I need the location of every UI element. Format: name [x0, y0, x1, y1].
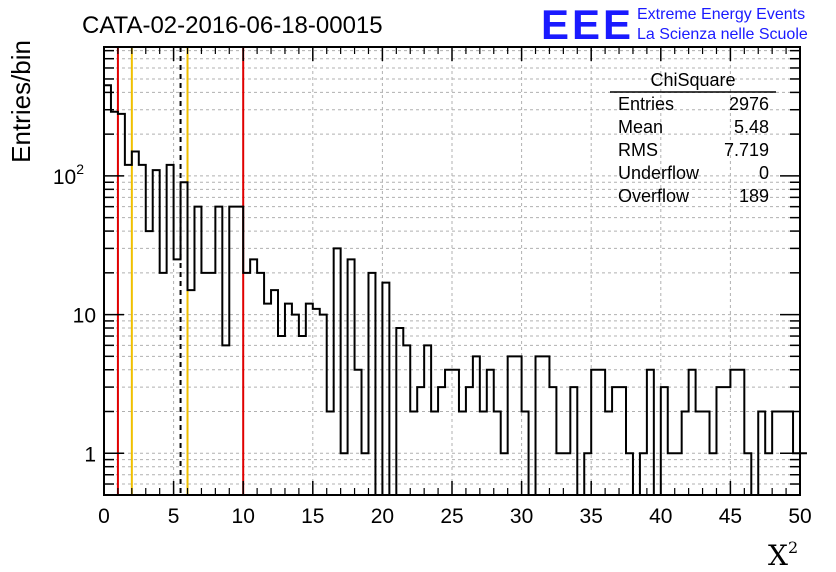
run-title: CATA-02-2016-06-18-00015	[82, 12, 383, 39]
logo-line1: Extreme Energy Events	[637, 6, 805, 23]
x-tick-label: 20	[371, 505, 394, 528]
histogram-series	[104, 84, 807, 496]
stats-row-label: Underflow	[618, 163, 700, 183]
x-tick-label: 10	[232, 505, 255, 528]
stats-row-value: 0	[759, 163, 769, 183]
x-tick-label: 5	[168, 505, 180, 528]
y-tick-label: 1	[84, 443, 96, 466]
stats-row-value: 2976	[729, 94, 769, 114]
y-tick-label: 102	[53, 161, 84, 189]
stats-rows: Entries 2976 Mean 5.48 RMS 7.719 Underflow 0 Ove…	[618, 94, 769, 206]
x-tick-label: 0	[98, 505, 110, 528]
reference-lines	[116, 47, 245, 495]
x-tick-label: 25	[440, 505, 463, 528]
stats-row-label: Mean	[618, 117, 663, 137]
x-axis-label-superscript: 2	[788, 538, 798, 557]
stats-row-label: Entries	[618, 94, 674, 114]
stats-row-label: RMS	[618, 140, 658, 160]
stats-box: ChiSquare Entries 2976 Mean 5.48 RMS 7.719 Und…	[610, 70, 776, 206]
eee-logo: EEE	[541, 1, 634, 48]
x-tick-label: 30	[510, 505, 533, 528]
x-tick-label: 50	[788, 505, 811, 528]
y-axis-label: Entries/bin	[6, 40, 36, 163]
x-axis-label: X2	[768, 538, 798, 572]
stats-row-value: 189	[739, 186, 769, 206]
stats-title: ChiSquare	[650, 70, 735, 90]
axes-layer: 0 5 10 15 20 25 30 35 40 45 50 1 10 102	[53, 47, 812, 528]
stats-row-label: Overflow	[618, 186, 690, 206]
x-tick-label: 45	[719, 505, 742, 528]
x-tick-label: 15	[301, 505, 324, 528]
stats-row-value: 5.48	[734, 117, 769, 137]
y-tick-label: 10	[73, 305, 96, 328]
x-tick-label: 40	[649, 505, 672, 528]
stats-row-value: 7.719	[724, 140, 769, 160]
logo-line2: La Scienza nelle Scuole	[637, 26, 808, 43]
grid-layer	[104, 47, 800, 495]
x-tick-label: 35	[580, 505, 603, 528]
